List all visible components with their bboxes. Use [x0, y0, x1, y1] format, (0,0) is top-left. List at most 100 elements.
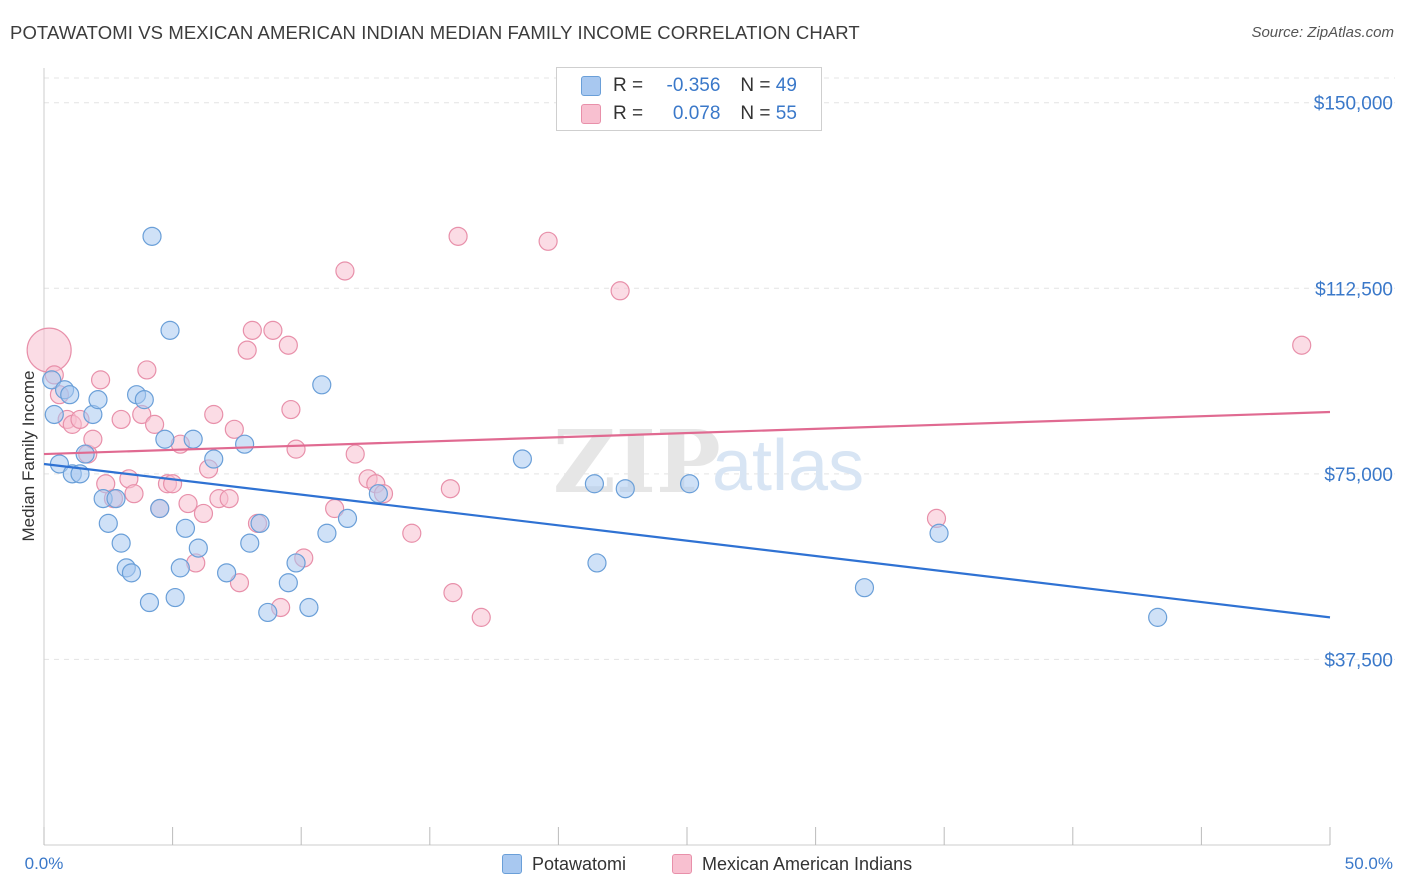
- legend-row-mexican-american-indians: R = 0.078 N = 55: [581, 101, 797, 127]
- bottom-legend-label: Mexican American Indians: [702, 853, 913, 874]
- trend-lines: [43, 410, 1331, 619]
- mexican-american-indian-point: [144, 414, 165, 434]
- mexican-american-indian-point: [263, 320, 283, 340]
- y-tick-label: $112,500: [1315, 279, 1393, 300]
- legend-r-label: R =: [613, 75, 644, 96]
- y-tick-label: $75,000: [1324, 465, 1393, 486]
- mexican-american-indian-point: [137, 360, 157, 380]
- legend-n-label: N =: [740, 103, 771, 124]
- potawatomi-point: [44, 404, 64, 425]
- potawatomi-point: [183, 429, 203, 449]
- mexican-american-indian-point: [83, 429, 103, 449]
- potawatomi-point: [134, 390, 154, 410]
- potawatomi-point: [679, 474, 700, 494]
- potawatomi-point: [235, 434, 255, 454]
- potawatomi-point: [929, 523, 949, 543]
- chart-title: POTAWATOMI VS MEXICAN AMERICAN INDIAN ME…: [10, 22, 860, 43]
- potawatomi-point: [121, 563, 142, 583]
- potawatomi-point: [98, 513, 118, 533]
- watermark: ZIP atlas: [553, 412, 864, 513]
- mexican-american-indian-point: [26, 327, 72, 373]
- gridlines: [44, 77, 1395, 660]
- legend-r-value: 0.078: [672, 103, 721, 124]
- potawatomi-point: [512, 449, 532, 469]
- mexican-american-indian-point: [278, 335, 298, 355]
- legend-r-label: R =: [613, 103, 644, 124]
- potawatomi-point: [150, 498, 170, 519]
- potawatomi-point: [1148, 607, 1168, 627]
- axes: [43, 68, 1331, 846]
- mexican-american-indian-point: [219, 489, 239, 509]
- x-tick-label: 50.0%: [1345, 854, 1393, 873]
- mexican-american-indian-point: [448, 226, 468, 246]
- legend-n-label: N =: [740, 75, 771, 96]
- potawatomi-point: [337, 508, 358, 529]
- potawatomi-point: [160, 320, 180, 340]
- mexican-american-indian-point: [204, 404, 224, 425]
- mexican-american-indian-point: [335, 261, 355, 281]
- potawatomi-point: [317, 523, 337, 543]
- bottom-legend-mexican-american-indians: Mexican American Indians: [672, 852, 912, 876]
- potawatomi-point: [250, 513, 270, 533]
- mexican-american-indian-point: [224, 419, 244, 439]
- potawatomi-point: [42, 370, 62, 390]
- potawatomi-point: [142, 226, 162, 246]
- x-tick-label: 0.0%: [25, 854, 64, 873]
- mexican-american-indian-point: [193, 503, 214, 524]
- legend-n-value: 49: [775, 75, 797, 96]
- potawatomi-point: [615, 479, 635, 499]
- stats-legend: R = -0.356 N = 49 R = 0.078 N = 55: [556, 67, 822, 131]
- chart-source: Source: ZipAtlas.com: [1251, 24, 1394, 41]
- mexican-american-indian-point: [610, 281, 630, 301]
- legend-swatch-blue: [581, 76, 601, 96]
- trend-line-potawatomi: [43, 462, 1331, 619]
- bottom-legend-swatch-blue: [502, 854, 522, 874]
- potawatomi-point: [258, 602, 278, 623]
- mexican-american-indian-point: [242, 320, 262, 340]
- potawatomi-point: [278, 573, 298, 593]
- potawatomi-point: [165, 587, 185, 608]
- mexican-american-indian-point: [471, 607, 491, 627]
- potawatomi-point: [111, 533, 131, 553]
- bottom-legend-label: Potawatomi: [532, 853, 627, 874]
- y-tick-label: $150,000: [1314, 94, 1393, 115]
- legend-swatch-pink: [581, 104, 601, 124]
- y-tick-labels: $37,500 $75,000 $112,500 $150,000: [1314, 94, 1393, 672]
- mexican-american-indian-point: [124, 484, 144, 504]
- mexican-american-indian-point: [229, 573, 250, 593]
- potawatomi-point: [240, 533, 260, 553]
- potawatomi-point: [854, 578, 875, 598]
- legend-row-potawatomi: R = -0.356 N = 49: [581, 73, 797, 99]
- mexican-american-indian-point: [178, 493, 198, 514]
- potawatomi-point: [299, 597, 319, 618]
- mexican-american-indian-point: [402, 523, 422, 543]
- bottom-legend-swatch-pink: [672, 854, 692, 874]
- watermark-zip: ZIP: [553, 412, 721, 513]
- potawatomi-point: [286, 553, 306, 573]
- potawatomi-point: [204, 449, 224, 469]
- legend-r-value: -0.356: [666, 75, 721, 96]
- mexican-american-indian-point: [1292, 335, 1312, 355]
- legend-n-value: 55: [775, 103, 797, 124]
- potawatomi-point: [587, 553, 607, 573]
- y-tick-label: $37,500: [1324, 650, 1393, 671]
- potawatomi-point: [217, 563, 237, 583]
- series-potawatomi: [42, 226, 1168, 627]
- x-tick-labels: 0.0% 50.0%: [25, 854, 1393, 873]
- potawatomi-point: [170, 558, 190, 578]
- mexican-american-indian-point: [111, 409, 131, 430]
- mexican-american-indian-point: [286, 439, 306, 459]
- potawatomi-point: [584, 474, 605, 494]
- watermark-atlas: atlas: [712, 426, 864, 506]
- bottom-legend-potawatomi: Potawatomi: [502, 852, 626, 876]
- trend-line-mexican-american-indians: [43, 410, 1331, 456]
- potawatomi-point: [368, 484, 388, 504]
- potawatomi-point: [60, 385, 80, 405]
- potawatomi-point: [75, 444, 95, 464]
- potawatomi-point: [139, 592, 160, 613]
- potawatomi-point: [188, 538, 208, 558]
- potawatomi-point: [155, 429, 175, 449]
- mexican-american-indian-point: [281, 399, 301, 420]
- potawatomi-point: [175, 518, 196, 538]
